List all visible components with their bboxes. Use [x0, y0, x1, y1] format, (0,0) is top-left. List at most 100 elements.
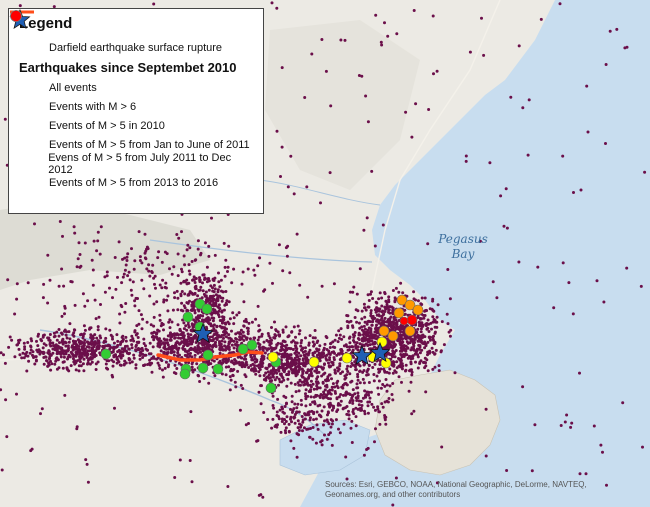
event-dot [168, 326, 172, 330]
event-2010[interactable] [182, 311, 194, 323]
star-icon[interactable] [369, 341, 391, 362]
event-dot [183, 342, 187, 346]
event-2013-2016[interactable] [406, 314, 418, 326]
event-dot [409, 362, 413, 366]
event-dot [358, 326, 362, 330]
event-dot [131, 337, 135, 341]
event-dot [320, 284, 324, 288]
event-dot [290, 358, 294, 361]
event-dot [89, 357, 93, 361]
event-2011-h1[interactable] [308, 356, 320, 368]
event-dot [375, 306, 379, 310]
event-dot [123, 268, 127, 272]
event-dot [305, 427, 309, 431]
event-dot [26, 281, 30, 285]
event-dot [339, 372, 342, 375]
event-dot [348, 372, 352, 376]
event-dot [86, 340, 90, 344]
event-2010[interactable] [212, 363, 224, 375]
event-dot [207, 254, 211, 258]
event-dot [31, 353, 34, 357]
event-dot [290, 400, 294, 404]
event-dot [15, 282, 19, 286]
event-dot [410, 337, 414, 341]
event-dot [322, 390, 326, 394]
event-dot [423, 356, 427, 360]
event-dot [290, 394, 294, 398]
event-dot [301, 429, 304, 433]
event-2010[interactable] [237, 343, 249, 355]
legend-row-rupture: Darfield earthquake surface rupture [10, 10, 253, 57]
event-dot [403, 308, 407, 312]
event-2011-h1[interactable] [380, 357, 392, 369]
event-2011-2012[interactable] [396, 294, 408, 306]
event-2010[interactable] [197, 362, 209, 374]
event-dot [85, 345, 89, 349]
event-dot [289, 439, 293, 443]
event-2011-h1[interactable] [267, 351, 279, 363]
event-dot [339, 327, 343, 331]
event-dot [377, 379, 381, 383]
event-2011-2012[interactable] [393, 307, 405, 319]
event-dot [102, 346, 106, 350]
event-dot [124, 349, 127, 353]
event-2011-2012[interactable] [404, 325, 416, 337]
event-2011-2012[interactable] [378, 325, 390, 337]
event-dot [353, 392, 357, 396]
event-dot [383, 21, 386, 25]
event-dot [364, 342, 368, 346]
event-dot [142, 337, 146, 341]
event-dot [527, 98, 531, 102]
event-dot [226, 347, 230, 351]
event-dot [126, 274, 130, 278]
event-dot [339, 399, 343, 403]
event-dot [64, 349, 68, 353]
event-dot [323, 419, 326, 423]
event-dot [279, 430, 283, 434]
foothills [0, 200, 210, 290]
event-2013-2016[interactable] [399, 316, 409, 326]
event-dot [147, 269, 151, 273]
event-dot [223, 321, 227, 325]
event-dot [325, 358, 329, 362]
event-dot [301, 369, 305, 373]
event-2011-h1[interactable] [341, 352, 353, 364]
event-dot [68, 322, 72, 326]
event-2011-2012[interactable] [404, 299, 416, 311]
star-icon[interactable] [192, 322, 214, 343]
event-2011-2012[interactable] [412, 304, 424, 316]
event-2010[interactable] [265, 382, 277, 394]
event-dot [315, 349, 319, 353]
event-dot [423, 314, 427, 317]
event-dot [96, 325, 100, 329]
event-dot [253, 366, 256, 370]
event-dot [308, 348, 312, 352]
event-2010[interactable] [202, 349, 214, 361]
event-2010[interactable] [179, 368, 191, 380]
event-2010[interactable] [100, 348, 112, 360]
event-2011-h1[interactable] [376, 336, 388, 348]
event-dot [193, 368, 197, 372]
event-dot [367, 381, 371, 384]
star-icon[interactable] [351, 344, 373, 365]
event-dot [225, 299, 229, 303]
event-dot [89, 336, 93, 339]
event-dot [212, 329, 216, 333]
event-dot [328, 356, 332, 360]
event-dot [371, 333, 375, 337]
event-dot [349, 319, 353, 323]
event-dot [3, 117, 7, 121]
event-dot [370, 323, 374, 327]
event-dot [96, 230, 100, 234]
event-dot [296, 355, 300, 359]
event-dot [309, 379, 313, 383]
event-dot [351, 290, 355, 294]
event-2010[interactable] [201, 303, 213, 315]
event-dot [281, 269, 285, 273]
event-2010[interactable] [246, 339, 258, 351]
event-2011-2012[interactable] [387, 330, 399, 342]
event-dot [363, 315, 367, 319]
event-dot [197, 289, 201, 292]
